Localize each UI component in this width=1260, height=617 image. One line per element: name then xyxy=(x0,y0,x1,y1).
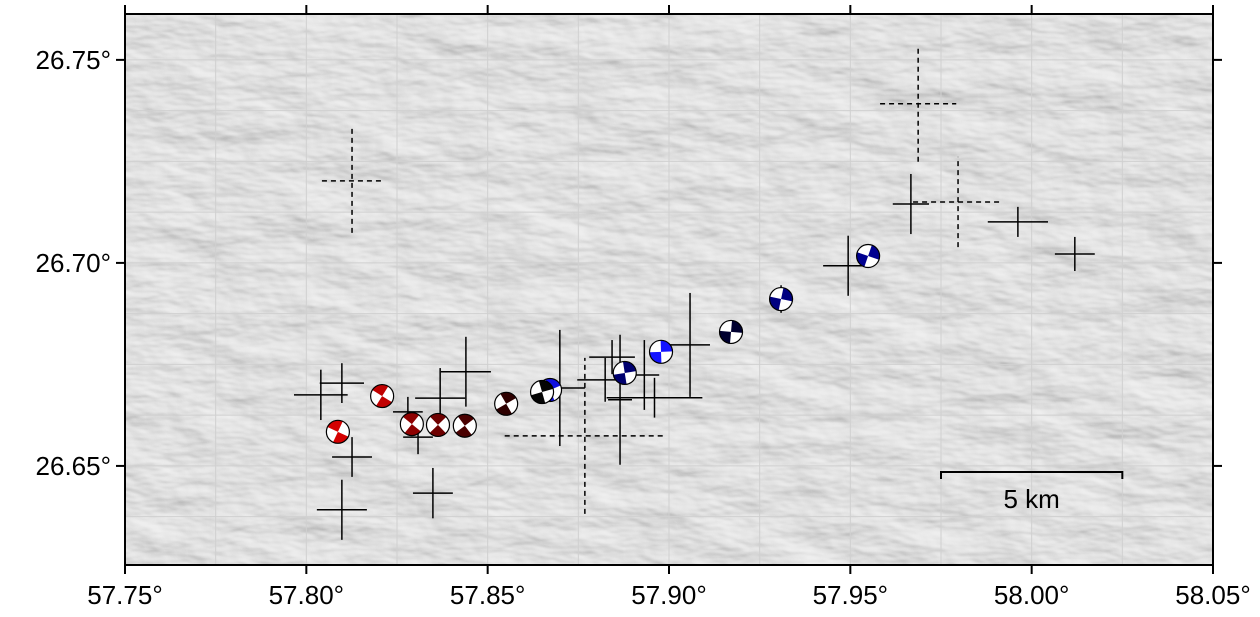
scale-label: 5 km xyxy=(1003,484,1059,514)
x-tick-label: 57.90° xyxy=(631,580,706,610)
focal-mechanism xyxy=(453,414,476,437)
x-tick-label: 57.75° xyxy=(87,580,162,610)
x-tick-label: 58.00° xyxy=(994,580,1069,610)
focal-mechanism xyxy=(857,245,880,268)
focal-mechanism xyxy=(400,413,423,436)
y-tick-label: 26.75° xyxy=(36,45,111,75)
focal-mechanism xyxy=(770,288,793,311)
focal-mechanism xyxy=(426,413,449,436)
focal-mechanism xyxy=(720,320,743,343)
map: 5 km 57.75° 57.80° 57.85° 57.90° 57.95° 58.00… xyxy=(0,0,1260,612)
focal-mechanism xyxy=(326,420,349,443)
x-tick-label: 57.80° xyxy=(269,580,344,610)
y-tick-label: 26.70° xyxy=(36,248,111,278)
focal-mechanism xyxy=(495,392,518,415)
focal-mechanism xyxy=(650,340,673,363)
focal-mechanism xyxy=(531,381,554,404)
focal-mechanism xyxy=(371,385,394,408)
y-tick-label: 26.65° xyxy=(36,451,111,481)
page: 5 km 57.75° 57.80° 57.85° 57.90° 57.95° 58.00… xyxy=(0,0,1260,617)
x-tick-label: 57.95° xyxy=(813,580,888,610)
x-tick-label: 58.05° xyxy=(1175,580,1250,610)
focal-mechanism xyxy=(613,361,636,384)
x-tick-label: 57.85° xyxy=(450,580,525,610)
